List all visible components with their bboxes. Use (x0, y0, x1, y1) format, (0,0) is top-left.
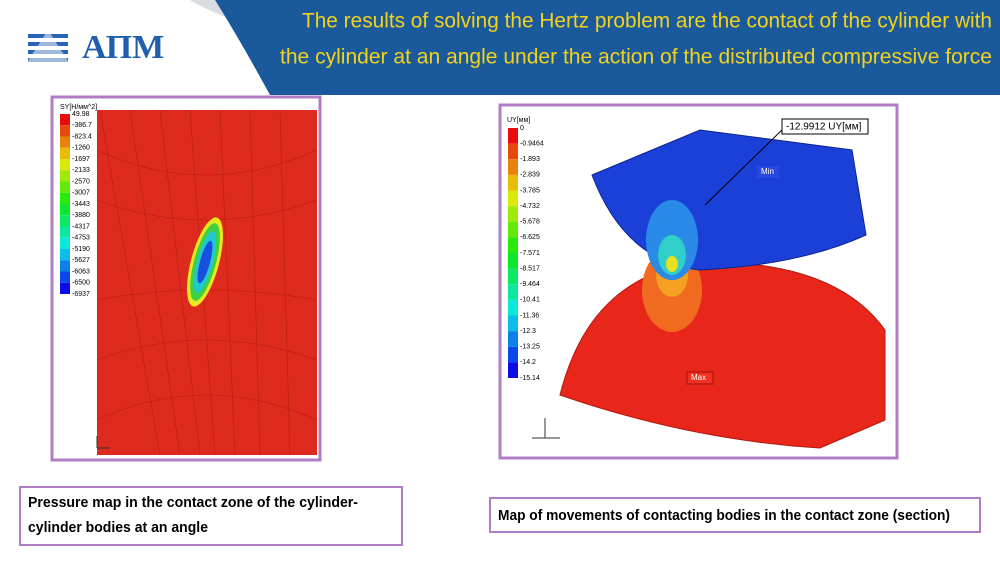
annotation-leader (704, 126, 786, 206)
legend-label: -2133 (72, 167, 90, 174)
legend-label: -3007 (72, 190, 90, 197)
min-label: Min (761, 167, 774, 176)
legend-swatch (508, 190, 518, 207)
caption-box (489, 497, 981, 533)
caption: Pressure map in the contact zone of the … (28, 494, 358, 511)
legend-swatch (508, 346, 518, 363)
legend-label: -1697 (72, 156, 90, 163)
legend-label: -8.517 (520, 265, 540, 272)
legend-swatch (508, 253, 518, 269)
legend-label: -2570 (72, 178, 90, 185)
legend-label: 49.98 (72, 111, 90, 118)
legend-label: -5190 (72, 246, 90, 253)
legend-swatch (60, 249, 70, 261)
legend-label: -6500 (72, 280, 90, 287)
legend-swatch (60, 192, 70, 204)
legend-label: -1.893 (520, 156, 540, 163)
legend-label: -1260 (72, 145, 90, 152)
logo-icon (26, 30, 70, 64)
legend-swatch (508, 284, 518, 300)
lower-body (559, 261, 886, 449)
legend-label: -10.41 (520, 297, 540, 304)
legend-label: -4.732 (520, 203, 540, 210)
legend-swatch (60, 181, 70, 193)
legend-swatch (60, 260, 70, 272)
title-line: The results of solving the Hertz problem… (302, 10, 992, 33)
legend-swatch (508, 128, 518, 144)
legend-swatch (508, 159, 518, 175)
legend-label: -15.14 (520, 375, 540, 382)
legend: 49.98 -386.7 -823.4 -1260 -1697 -2133 -2570 -30… (60, 111, 92, 298)
legend-label: -7.571 (520, 250, 540, 257)
legend-label: -11.36 (520, 312, 539, 319)
legend-swatch (508, 206, 518, 222)
legend-swatch (60, 204, 70, 216)
legend-swatch (508, 331, 518, 347)
legend-title: SY[Н/мм^2] (60, 104, 97, 111)
annotation-box (781, 118, 869, 135)
legend-label: -2.839 (520, 172, 540, 179)
legend-label: -5.678 (520, 219, 540, 226)
legend-swatch (60, 226, 70, 238)
min-box (757, 166, 779, 178)
legend-swatch (508, 143, 518, 160)
caption: cylinder bodies at an angle (28, 519, 208, 536)
title-line: the cylinder at an angle under the actio… (280, 46, 992, 69)
legend-label: -4317 (72, 223, 90, 230)
contact-zone (186, 217, 224, 307)
legend-swatch (60, 114, 70, 126)
upper-gradient (658, 235, 686, 275)
legend-label: -12.3 (520, 328, 536, 335)
legend-label: -6.625 (520, 234, 540, 241)
legend-swatch (508, 237, 518, 253)
legend-label: -9.464 (520, 281, 540, 288)
annotation: -12.9912 UY[мм] (786, 122, 862, 133)
logo-text: АПМ (82, 29, 164, 66)
legend-swatch (60, 147, 70, 159)
legend-label: -3880 (72, 212, 90, 219)
legend-title: UY[мм] (507, 117, 530, 124)
legend-label: -4753 (72, 235, 90, 242)
legend-label: -3.785 (520, 187, 540, 194)
legend-swatch (508, 268, 518, 285)
legend-label: -3443 (72, 201, 90, 208)
legend-label: -6063 (72, 268, 90, 275)
legend-label: -6937 (72, 291, 90, 298)
legend-swatch (508, 174, 518, 191)
upper-gradient (666, 256, 678, 272)
legend-swatch (60, 271, 70, 283)
legend-swatch (508, 221, 518, 238)
legend-swatch (60, 282, 70, 294)
legend-swatch (508, 362, 518, 378)
legend-swatch (60, 215, 70, 227)
legend-swatch (60, 237, 70, 249)
legend-swatch (60, 159, 70, 171)
legend-label: -5627 (72, 257, 90, 264)
caption: Map of movements of contacting bodies in… (498, 507, 950, 524)
legend-swatch (60, 136, 70, 148)
max-box (686, 371, 714, 385)
caption-box (19, 486, 403, 546)
axis-triad (96, 436, 110, 449)
axis-triad (532, 418, 560, 439)
legend-swatch (508, 315, 518, 332)
legend-label: -0.9464 (520, 140, 544, 147)
legend-label: -14.2 (520, 359, 536, 366)
legend-label: -823.4 (72, 133, 92, 140)
legend: 0 -0.9464 -1.893 -2.839 -3.785 -4.732 -5.678 -6… (508, 125, 544, 382)
legend-label: -13.25 (520, 344, 540, 351)
max-label: Max (691, 373, 706, 382)
legend-label: 0 (520, 125, 524, 132)
legend-label: -386.7 (72, 122, 92, 129)
legend-swatch (60, 125, 70, 137)
legend-swatch (508, 299, 518, 316)
legend-swatch (60, 170, 70, 182)
header-band (215, 0, 1000, 95)
